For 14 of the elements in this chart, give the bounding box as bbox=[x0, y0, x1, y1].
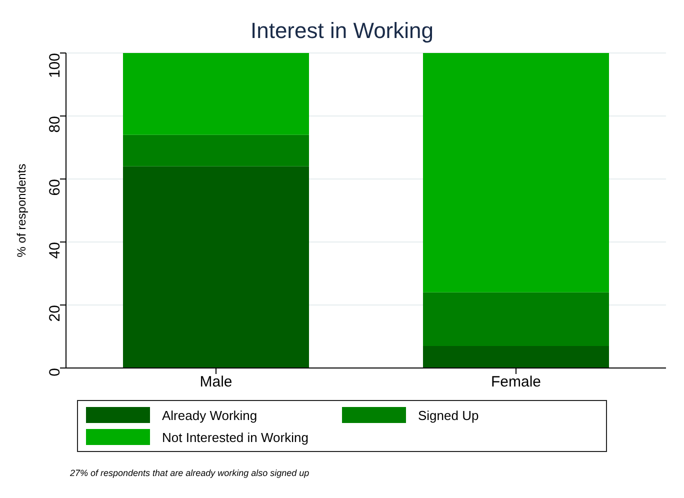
legend-label: Signed Up bbox=[418, 408, 479, 422]
y-tick-label: 80 bbox=[46, 116, 64, 133]
y-axis-title: % of respondents bbox=[14, 164, 28, 258]
y-tick-label: 60 bbox=[46, 179, 64, 196]
x-tick-label: Female bbox=[490, 374, 542, 391]
x-tick-label: Male bbox=[200, 374, 232, 391]
y-tick-label: 40 bbox=[46, 242, 64, 259]
chart-title: Interest in Working bbox=[249, 17, 434, 45]
legend-label: Not Interested in Working bbox=[162, 430, 308, 444]
legend-label: Already Working bbox=[162, 408, 258, 422]
y-tick-label: 100 bbox=[46, 53, 64, 78]
y-tick-label: 0 bbox=[46, 368, 64, 376]
y-tick-label: 20 bbox=[46, 305, 64, 322]
text: 27% of respondents that are already working also signed up bbox=[70, 468, 310, 478]
